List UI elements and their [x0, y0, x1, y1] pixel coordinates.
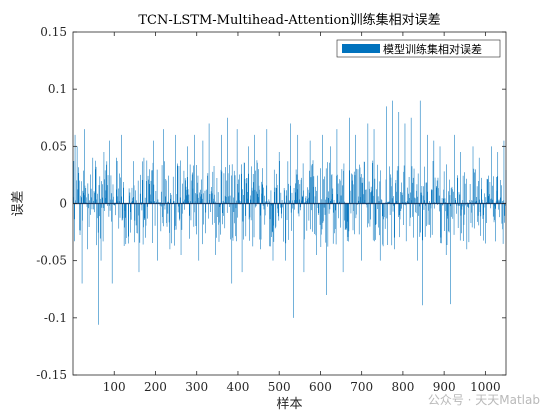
- x-tick-label: 700: [350, 380, 373, 394]
- y-tick-label: 0.05: [40, 139, 67, 153]
- chart-title: TCN-LSTM-Multihead-Attention训练集相对误差: [138, 12, 440, 28]
- x-tick-label: 600: [309, 380, 332, 394]
- x-tick-label: 400: [226, 380, 249, 394]
- y-axis-label: 误差: [11, 190, 26, 216]
- legend-swatch: [342, 44, 380, 53]
- axis-ticks: 100 200 300 400 500 600 700 800 900 1000 -0.15 -0.1…: [36, 25, 506, 394]
- x-tick-label: 800: [391, 380, 414, 394]
- x-tick-label: 300: [185, 380, 208, 394]
- watermark: 公众号 · 天天Matlab: [427, 393, 540, 407]
- x-tick-label: 200: [144, 380, 167, 394]
- x-tick-label: 100: [103, 380, 126, 394]
- y-tick-label: 0.15: [40, 25, 67, 39]
- y-tick-label: 0.1: [48, 82, 67, 96]
- x-axis-label: 样本: [276, 397, 302, 412]
- legend-label: 模型训练集相对误差: [383, 42, 482, 56]
- x-tick-label: 500: [268, 380, 291, 394]
- y-tick-label: -0.15: [36, 368, 67, 382]
- y-tick-label: -0.1: [44, 311, 67, 325]
- x-tick-label: 900: [433, 380, 456, 394]
- y-tick-label: 0: [59, 197, 67, 211]
- y-tick-label: -0.05: [36, 254, 67, 268]
- legend: 模型训练集相对误差: [336, 39, 501, 58]
- error-bars: [73, 100, 507, 325]
- x-tick-label: 1000: [470, 380, 501, 394]
